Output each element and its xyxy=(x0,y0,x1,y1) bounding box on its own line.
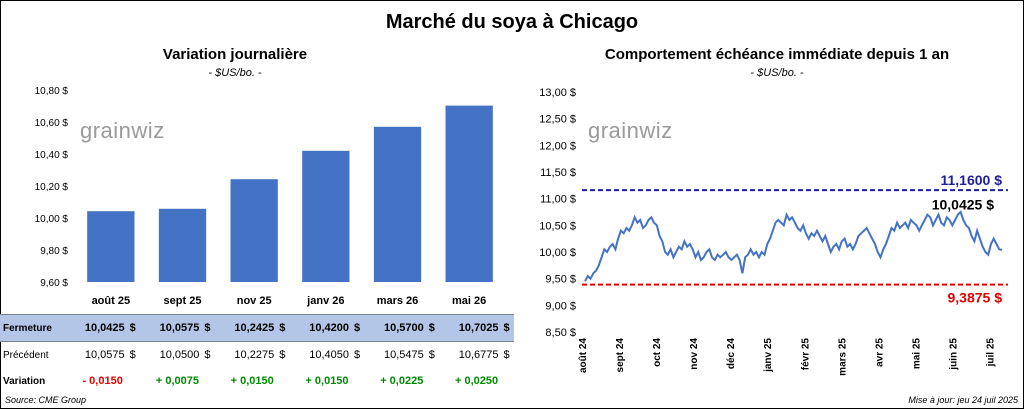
grainwiz-logo: grainwiz xyxy=(588,118,673,143)
cell-value: 10,0500 xyxy=(159,349,200,361)
y-tick-label: 13,00 $ xyxy=(539,87,576,99)
bar xyxy=(373,126,422,282)
x-tick-label: nov 24 xyxy=(689,338,700,370)
variation-value: + 0,0225 xyxy=(380,375,424,387)
y-tick-label: 10,60 $ xyxy=(35,118,69,129)
row-precedent: Précédent 10,0575 $ 10,0500 $ 10,2275 $ 10,… xyxy=(0,342,514,369)
cell-value: 10,7025 xyxy=(439,314,502,342)
variation-value: + 0,0250 xyxy=(455,375,499,387)
cell-value: 10,5700 xyxy=(364,314,427,342)
cell-unit: $ xyxy=(127,314,141,342)
source-note: Source: CME Group xyxy=(5,395,87,405)
x-tick-label: mai 26 xyxy=(452,295,486,307)
cell-value: 10,4050 xyxy=(309,349,349,361)
bar xyxy=(158,208,207,282)
cell-unit: $ xyxy=(351,314,365,342)
variation-value: + 0,0150 xyxy=(230,375,274,387)
cell-value: 10,0575 xyxy=(84,349,125,361)
cell-value: 10,2425 xyxy=(214,314,278,342)
x-tick-label: mai 25 xyxy=(911,338,922,370)
right-chart-title: Comportement échéance immédiate depuis 1… xyxy=(604,46,950,63)
variation-table: Fermeture 10,0425 $ 10,0575 $ 10,2425 $ 10,… xyxy=(0,314,514,394)
variation-value: + 0,0150 xyxy=(305,375,349,387)
x-tick-label: avr 25 xyxy=(874,338,885,367)
bar xyxy=(445,105,493,282)
x-tick-label: août 24 xyxy=(578,338,589,373)
bar xyxy=(230,179,278,282)
y-tick-label: 11,00 $ xyxy=(540,194,576,206)
x-tick-label: août 25 xyxy=(92,295,131,307)
x-tick-label: mars 26 xyxy=(377,295,419,307)
cell-unit: $ xyxy=(202,314,215,342)
cell-unit: $ xyxy=(129,349,136,361)
x-tick-label: déc 24 xyxy=(726,338,737,370)
y-tick-label: 9,50 $ xyxy=(545,274,576,286)
y-tick-label: 9,00 $ xyxy=(545,300,576,312)
cell-unit: $ xyxy=(279,349,286,361)
cell-unit: $ xyxy=(277,314,290,342)
y-tick-label: 12,50 $ xyxy=(539,114,576,126)
row-label: Variation xyxy=(3,375,46,387)
x-tick-label: févr 25 xyxy=(800,338,811,371)
y-tick-label: 12,00 $ xyxy=(539,140,576,152)
cell-unit: $ xyxy=(501,314,514,342)
bar xyxy=(87,211,135,282)
y-tick-label: 10,00 $ xyxy=(539,247,576,259)
row-label: Précédent xyxy=(3,349,49,361)
cell-value: 10,2275 xyxy=(234,349,275,361)
cell-value: 10,5475 xyxy=(383,349,424,361)
y-tick-label: 11,50 $ xyxy=(540,167,576,179)
left-chart-title: Variation journalière xyxy=(162,46,308,63)
cell-value: 10,0425 xyxy=(65,314,128,342)
cell-value: 10,4200 xyxy=(289,314,352,342)
row-fermeture: Fermeture 10,0425 $ 10,0575 $ 10,2425 $ 10,… xyxy=(0,314,514,342)
grainwiz-logo: grainwiz xyxy=(80,118,165,143)
left-chart-subtitle: - $US/bo. - xyxy=(208,67,262,79)
x-tick-label: mars 25 xyxy=(837,338,848,376)
x-tick-label: juil 25 xyxy=(985,338,996,368)
update-note: Mise à jour: jeu 24 juil 2025 xyxy=(908,395,1018,405)
row-variation: Variation - 0,0150 + 0,0075 + 0,0150 + 0… xyxy=(0,368,514,394)
last-value-label: 10,0425 $ xyxy=(932,197,994,213)
cell-unit: $ xyxy=(353,349,361,361)
cell-unit: $ xyxy=(426,314,440,342)
x-tick-label: janv 25 xyxy=(763,338,774,373)
y-tick-label: 8,50 $ xyxy=(545,327,576,339)
cell-value: 10,0575 xyxy=(140,314,203,342)
y-tick-label: 10,50 $ xyxy=(539,220,576,232)
bar-chart: 9,60 $ 9,80 $ 10,00 $ 10,20 $ 10,40 $ 10,60 $… xyxy=(35,86,493,307)
variation-value: + 0,0075 xyxy=(155,375,199,387)
cell-unit: $ xyxy=(204,349,211,361)
cell-unit: $ xyxy=(503,349,510,361)
y-tick-label: 9,80 $ xyxy=(40,246,68,257)
high-reference-label: 11,1600 $ xyxy=(940,172,1002,188)
x-tick-label: sept 25 xyxy=(164,295,202,307)
cell-value: 10,6775 xyxy=(458,349,499,361)
x-tick-label: nov 25 xyxy=(237,295,272,307)
price-line xyxy=(584,210,1003,282)
page-title: Marché du soya à Chicago xyxy=(385,11,639,33)
x-tick-label: sept 24 xyxy=(615,338,626,373)
row-label: Fermeture xyxy=(0,314,66,342)
x-tick-label: oct 24 xyxy=(652,338,663,367)
low-reference-label: 9,3875 $ xyxy=(948,290,1003,306)
x-tick-label: janv 26 xyxy=(306,295,344,307)
x-tick-label: juin 25 xyxy=(948,338,959,371)
y-tick-label: 10,20 $ xyxy=(35,182,69,193)
variation-value: - 0,0150 xyxy=(82,375,123,387)
right-chart-subtitle: - $US/bo. - xyxy=(750,67,804,79)
line-chart: 8,50 $ 9,00 $ 9,50 $ 10,00 $ 10,50 $ 11,00 $ 1… xyxy=(539,87,1008,376)
y-tick-label: 10,40 $ xyxy=(35,150,69,161)
y-tick-label: 9,60 $ xyxy=(40,278,68,289)
y-tick-label: 10,80 $ xyxy=(35,86,69,97)
cell-unit: $ xyxy=(428,349,435,361)
y-tick-label: 10,00 $ xyxy=(35,214,69,225)
bar xyxy=(302,150,350,282)
